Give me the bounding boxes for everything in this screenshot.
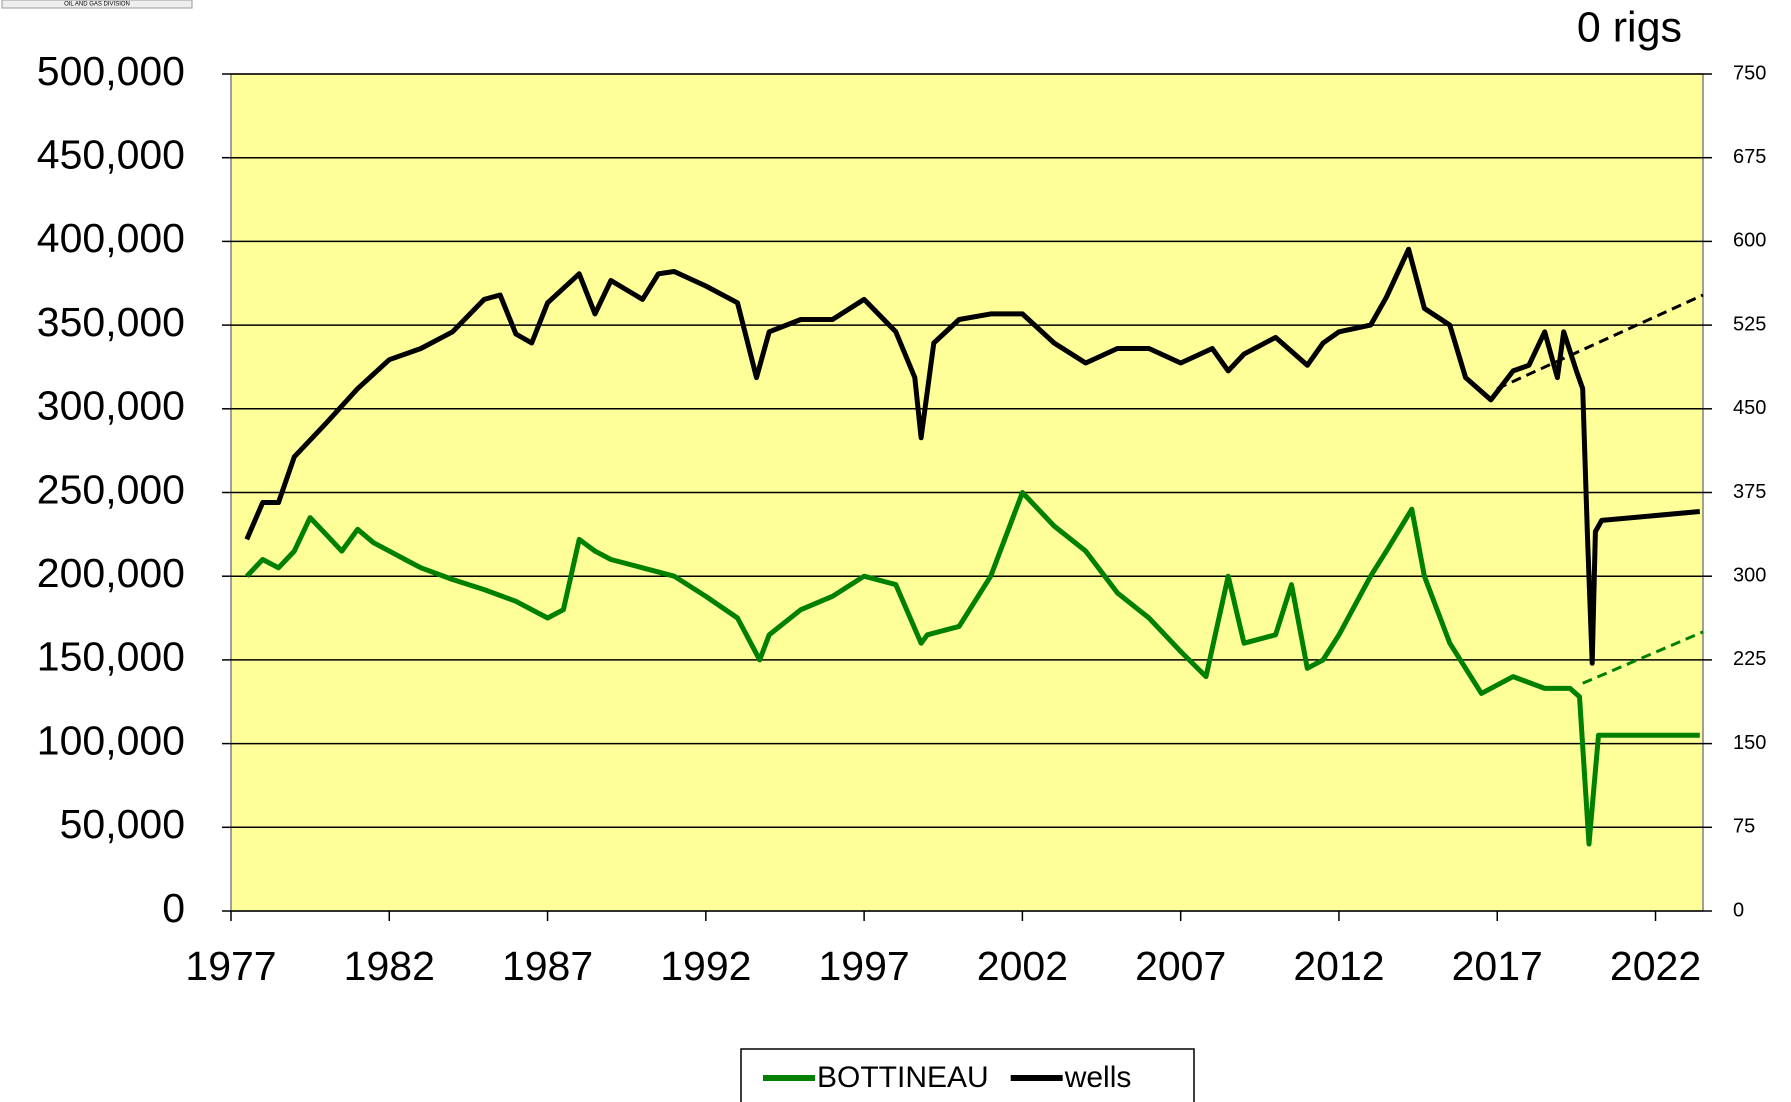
y-tick-label: 500,000 <box>37 48 185 94</box>
x-tick-label: 1987 <box>502 943 593 989</box>
y2-tick-label: 225 <box>1733 648 1766 670</box>
y2-tick-label: 300 <box>1733 564 1766 586</box>
y-tick-label: 400,000 <box>37 215 185 261</box>
y-tick-label: 0 <box>162 885 185 931</box>
y-tick-label: 450,000 <box>37 132 185 178</box>
y2-tick-label: 0 <box>1733 899 1744 921</box>
y-tick-label: 100,000 <box>37 717 185 763</box>
logo <box>1 0 193 9</box>
annotation: 0 rigs <box>1577 3 1682 51</box>
x-tick-label: 2007 <box>1135 943 1226 989</box>
y2-tick-label: 750 <box>1733 62 1766 84</box>
series-line <box>244 246 1701 666</box>
y-tick-label: 250,000 <box>37 466 185 512</box>
y-tick-label: 300,000 <box>37 383 185 429</box>
y-tick-label: 50,000 <box>60 801 185 847</box>
logo-text: OIL AND GAS DIVISION <box>64 2 130 8</box>
y2-tick-label: 375 <box>1733 481 1766 503</box>
x-tick-label: 2022 <box>1610 943 1701 989</box>
x-tick-label: 2012 <box>1293 943 1384 989</box>
x-tick-label: 1977 <box>185 943 276 989</box>
legend-label: wells <box>1064 1061 1132 1094</box>
trend-line <box>1582 630 1704 685</box>
y2-tick-label: 450 <box>1733 397 1766 419</box>
y2-tick-label: 600 <box>1733 230 1766 252</box>
x-tick-label: 2002 <box>977 943 1068 989</box>
x-tick-label: 1997 <box>819 943 910 989</box>
legend-label: BOTTINEAU <box>817 1061 989 1094</box>
y-tick-label: 150,000 <box>37 634 185 680</box>
y2-tick-label: 525 <box>1733 313 1766 335</box>
y2-tick-label: 150 <box>1733 732 1766 754</box>
x-tick-label: 1992 <box>660 943 751 989</box>
y2-tick-label: 75 <box>1733 816 1755 838</box>
y2-tick-label: 675 <box>1733 146 1766 168</box>
x-tick-label: 1982 <box>344 943 435 989</box>
y-tick-label: 350,000 <box>37 299 185 345</box>
legend <box>740 1048 1195 1102</box>
series-line <box>244 490 1700 847</box>
trend-line <box>1496 293 1704 391</box>
y-tick-label: 200,000 <box>37 550 185 596</box>
x-tick-label: 2017 <box>1452 943 1543 989</box>
